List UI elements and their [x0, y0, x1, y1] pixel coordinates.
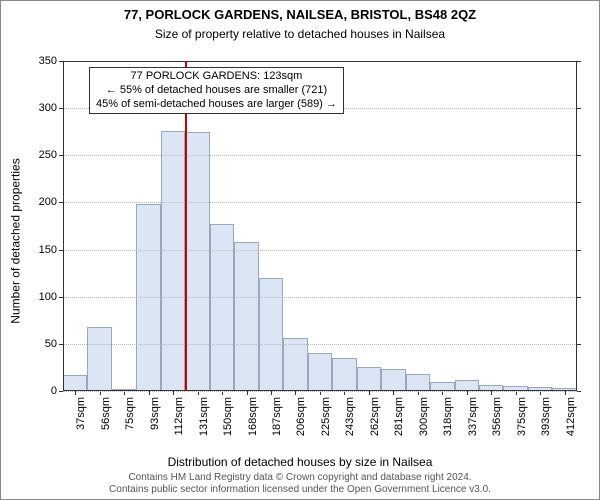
- grid-line: [63, 155, 577, 156]
- chart-frame: { "chart": { "type": "histogram", "title…: [0, 0, 600, 500]
- axis-line: [63, 61, 64, 391]
- histogram-bar: 300sqm: [406, 61, 430, 391]
- axis-line: [576, 61, 577, 391]
- annotation-line: 77 PORLOCK GARDENS: 123sqm: [96, 70, 337, 84]
- chart-subtitle: Size of property relative to detached ho…: [1, 27, 599, 41]
- ytick-mark: [577, 202, 581, 203]
- bar-fill: [161, 131, 185, 391]
- histogram-bar: 356sqm: [479, 61, 503, 391]
- axis-line: [63, 61, 577, 62]
- ytick-mark: [577, 61, 581, 62]
- histogram-bar: 412sqm: [552, 61, 576, 391]
- grid-line: [63, 391, 577, 392]
- histogram-bar: 393sqm: [528, 61, 552, 391]
- xtick-label: 93sqm: [149, 364, 161, 397]
- footer-line: Contains HM Land Registry data © Crown c…: [1, 472, 599, 484]
- ytick-mark: [577, 108, 581, 109]
- ytick-mark: [577, 250, 581, 251]
- grid-line: [63, 344, 577, 345]
- grid-line: [63, 250, 577, 251]
- xtick-label: 37sqm: [75, 364, 87, 397]
- grid-line: [63, 202, 577, 203]
- histogram-bar: 375sqm: [503, 61, 527, 391]
- ytick-mark: [577, 297, 581, 298]
- ytick-mark: [59, 391, 63, 392]
- axis-line: [63, 390, 577, 391]
- footer-line: Contains public sector information licen…: [1, 484, 599, 496]
- annotation-line: ← 55% of detached houses are smaller (72…: [96, 84, 337, 98]
- y-axis-label-wrap: Number of detached properties: [7, 61, 23, 421]
- histogram-bar: 262sqm: [357, 61, 381, 391]
- ytick-mark: [577, 344, 581, 345]
- xtick-label: 56sqm: [100, 364, 112, 397]
- xtick-label: 75sqm: [124, 364, 136, 397]
- y-axis-label: Number of detached properties: [8, 158, 22, 323]
- ytick-mark: [577, 391, 581, 392]
- annotation-line: 45% of semi-detached houses are larger (…: [96, 98, 337, 112]
- histogram-bar: 337sqm: [455, 61, 479, 391]
- ytick-mark: [577, 155, 581, 156]
- bar-fill: [185, 132, 209, 391]
- chart-title: 77, PORLOCK GARDENS, NAILSEA, BRISTOL, B…: [1, 7, 599, 22]
- histogram-bar: 37sqm: [63, 61, 87, 391]
- annotation-box: 77 PORLOCK GARDENS: 123sqm ← 55% of deta…: [89, 67, 344, 114]
- footer: Contains HM Land Registry data © Crown c…: [1, 472, 599, 495]
- grid-line: [63, 297, 577, 298]
- histogram-bar: 281sqm: [381, 61, 405, 391]
- x-axis-label: Distribution of detached houses by size …: [1, 455, 599, 469]
- histogram-bar: 318sqm: [430, 61, 454, 391]
